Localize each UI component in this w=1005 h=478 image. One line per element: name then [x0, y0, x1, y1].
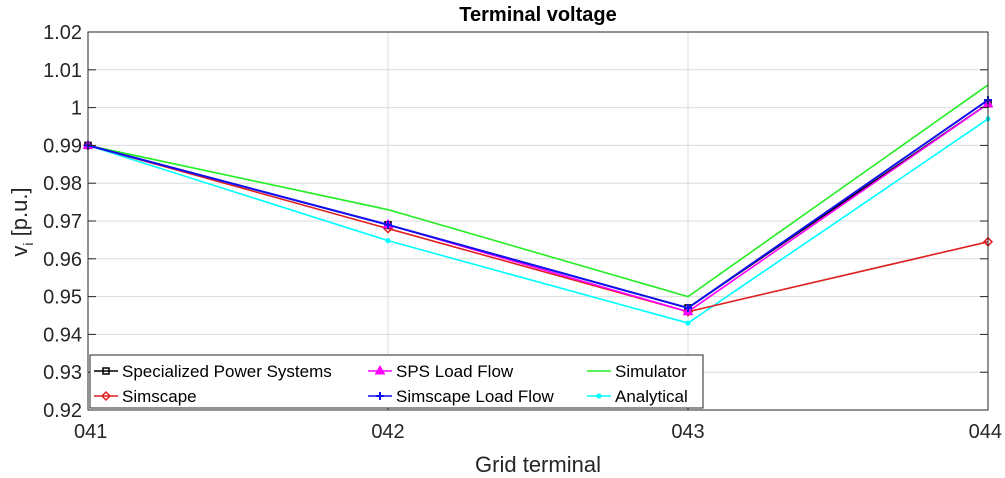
legend-item: Analytical [587, 387, 688, 406]
x-axis-ticks: 041 042 043 044 [74, 402, 1002, 443]
x-tick-label: 044 [969, 421, 1002, 443]
data-point-dot [596, 393, 602, 399]
data-point-plus [684, 303, 692, 312]
series-line [87, 144, 989, 313]
y-axis-label: vi [p.u.] [7, 187, 36, 256]
y-axis-label-subscript: i [20, 242, 36, 245]
y-tick-label: 0.95 [43, 287, 82, 309]
x-axis-label: Grid terminal [475, 452, 601, 477]
series-line [87, 99, 989, 309]
legend-item: Simscape [94, 387, 197, 406]
legend-item: Specialized Power Systems [94, 362, 332, 381]
data-point-dot [685, 320, 691, 326]
legend-label: Simulator [615, 362, 687, 381]
legend-item: SPS Load Flow [368, 362, 514, 381]
chart-title: Terminal voltage [459, 4, 616, 26]
y-tick-label: 0.98 [43, 173, 82, 195]
legend-label: SPS Load Flow [396, 362, 514, 381]
data-point-diamond [100, 390, 112, 402]
x-tick-label: 042 [371, 421, 404, 443]
y-tick-label: 0.99 [43, 135, 82, 157]
y-tick-label: 0.92 [43, 400, 82, 422]
y-tick-label: 0.97 [43, 211, 82, 233]
y-axis-ticks: 0.92 0.93 0.94 0.95 0.96 0.97 0.98 0.99 1 1.01 1.0… [43, 22, 988, 422]
data-point-square [102, 367, 110, 375]
legend-item: Simulator [587, 362, 687, 381]
series-lines [82, 84, 994, 326]
x-tick-label: 041 [74, 421, 107, 443]
y-tick-label: 0.94 [43, 324, 82, 346]
y-tick-label: 1 [71, 98, 82, 120]
legend-label: Simscape [122, 387, 197, 406]
legend-label: Analytical [615, 387, 688, 406]
legend-item: Simscape Load Flow [368, 387, 555, 406]
y-axis-label-var: v [7, 246, 32, 257]
y-tick-label: 0.96 [43, 249, 82, 271]
x-tick-label: 043 [671, 421, 704, 443]
y-tick-label: 0.93 [43, 362, 82, 384]
series-line [87, 118, 989, 324]
legend-label: Specialized Power Systems [122, 362, 332, 381]
y-axis-label-unit: [p.u.] [7, 187, 32, 236]
data-point-plus [384, 220, 392, 229]
data-point-dot [385, 238, 391, 244]
legend-label: Simscape Load Flow [396, 387, 555, 406]
y-tick-label: 1.01 [43, 60, 82, 82]
series-line [87, 84, 989, 298]
data-point-plus [376, 392, 384, 400]
y-tick-label: 1.02 [43, 22, 82, 44]
legend: Specialized Power Systems Simscape SPS Loa… [89, 354, 704, 409]
series-simulator [87, 84, 989, 298]
legend-box [89, 354, 704, 409]
data-point-triangle [374, 364, 386, 375]
